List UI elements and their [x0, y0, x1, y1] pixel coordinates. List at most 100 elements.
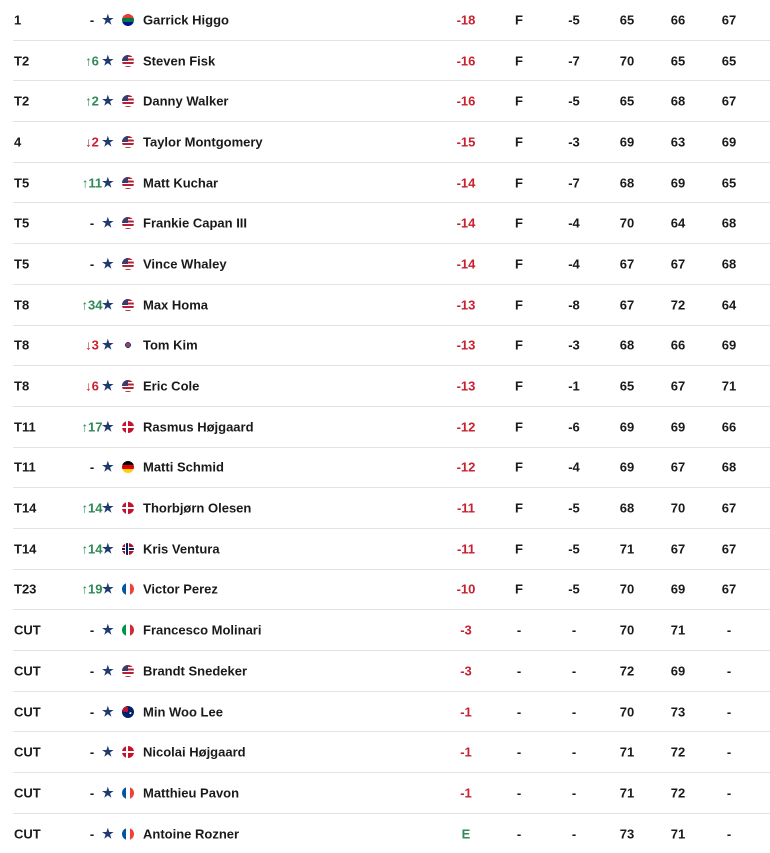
player-name[interactable]: Matthieu Pavon [143, 785, 240, 801]
player-name[interactable]: Garrick Higgo [143, 12, 229, 28]
player-name[interactable]: Rasmus Højgaard [143, 419, 254, 435]
player-name[interactable]: Antoine Rozner [143, 826, 240, 842]
favorite-star-icon[interactable]: ★ [102, 133, 114, 149]
table-row[interactable]: T5 - ★ Vince Whaley -14 F -4 67 67 68 [13, 244, 770, 285]
round-3: 67 [721, 581, 737, 597]
table-row[interactable]: T5 - ★ Frankie Capan III -14 F -4 70 64 … [13, 203, 770, 245]
flag-icon-dk [122, 420, 134, 433]
today-score: -6 [568, 419, 580, 435]
total-score: -15 [456, 134, 476, 150]
today-score: - [571, 744, 577, 760]
table-row[interactable]: CUT - ★ Min Woo Lee -1 - - 70 73 - [13, 692, 770, 733]
round-2: 66 [670, 337, 686, 353]
table-row[interactable]: T14 ↑14 ★ Thorbjørn Olesen -11 F -5 68 7… [13, 488, 770, 529]
player-name[interactable]: Matti Schmid [143, 459, 224, 475]
thru: F [515, 256, 523, 272]
favorite-star-icon[interactable]: ★ [102, 825, 114, 841]
table-row[interactable]: T11 - ★ Matti Schmid -12 F -4 69 67 68 [13, 448, 770, 489]
favorite-star-icon[interactable]: ★ [102, 215, 114, 231]
favorite-star-icon[interactable]: ★ [102, 296, 114, 312]
table-row[interactable]: T14 ↑14 ★ Kris Ventura -11 F -5 71 67 67 [13, 529, 770, 570]
player-name[interactable]: Matt Kuchar [143, 175, 219, 191]
position-move: - [89, 744, 95, 760]
player-name[interactable]: Francesco Molinari [143, 622, 262, 638]
table-row[interactable]: CUT - ★ Matthieu Pavon -1 - - 71 72 - [13, 773, 770, 814]
favorite-star-icon[interactable]: ★ [102, 744, 114, 760]
table-row[interactable]: T5 ↑11 ★ Matt Kuchar -14 F -7 68 69 65 [13, 163, 770, 204]
favorite-star-icon[interactable]: ★ [102, 52, 114, 68]
total-score: -16 [456, 93, 476, 109]
player-name[interactable]: Min Woo Lee [143, 704, 223, 720]
table-row[interactable]: CUT - ★ Francesco Molinari -3 - - 70 71 … [13, 610, 770, 651]
player-name[interactable]: Eric Cole [143, 378, 200, 394]
favorite-star-icon[interactable]: ★ [102, 784, 114, 800]
position: T11 [14, 459, 36, 475]
player-name[interactable]: Brandt Snedeker [143, 663, 248, 679]
favorite-star-icon[interactable]: ★ [102, 459, 114, 475]
position: CUT [14, 704, 41, 720]
player-name[interactable]: Thorbjørn Olesen [143, 500, 252, 516]
table-row[interactable]: T2 ↑6 ★ Steven Fisk -16 F -7 70 65 65 [13, 41, 770, 82]
player-name[interactable]: Frankie Capan III [143, 215, 248, 231]
favorite-star-icon[interactable]: ★ [102, 11, 114, 27]
table-row[interactable]: T8 ↓6 ★ Eric Cole -13 F -1 65 67 71 [13, 366, 770, 407]
round-3: 68 [721, 459, 737, 475]
today-score: -4 [568, 459, 580, 475]
round-2: 65 [670, 53, 686, 69]
player-name[interactable]: Nicolai Højgaard [143, 744, 246, 760]
player-name[interactable]: Steven Fisk [143, 53, 216, 69]
position: T8 [14, 337, 30, 353]
today-score: -1 [568, 378, 580, 394]
player-name[interactable]: Kris Ventura [143, 541, 220, 557]
round-1: 65 [619, 12, 635, 28]
player-name[interactable]: Tom Kim [143, 337, 198, 353]
table-row[interactable]: 1 - ★ Garrick Higgo -18 F -5 65 66 67 [13, 0, 770, 41]
round-1: 67 [619, 297, 635, 313]
favorite-star-icon[interactable]: ★ [102, 337, 114, 353]
favorite-star-icon[interactable]: ★ [102, 93, 114, 109]
round-3: 67 [721, 93, 737, 109]
player-name[interactable]: Danny Walker [143, 93, 229, 109]
favorite-star-icon[interactable]: ★ [102, 703, 114, 719]
table-row[interactable]: T2 ↑2 ★ Danny Walker -16 F -5 65 68 67 [13, 81, 770, 123]
table-row[interactable]: T8 ↑34 ★ Max Homa -13 F -8 67 72 64 [13, 285, 770, 326]
today-score: -5 [568, 581, 580, 597]
favorite-star-icon[interactable]: ★ [102, 418, 114, 434]
player-name[interactable]: Vince Whaley [143, 256, 227, 272]
total-score: -12 [456, 459, 476, 475]
round-2: 67 [670, 256, 686, 272]
table-row[interactable]: 4 ↓2 ★ Taylor Montgomery -15 F -3 69 63 … [13, 122, 770, 163]
favorite-star-icon[interactable]: ★ [102, 662, 114, 678]
round-2: 71 [670, 826, 686, 842]
favorite-star-icon[interactable]: ★ [102, 581, 114, 597]
thru: F [515, 53, 523, 69]
player-name[interactable]: Max Homa [143, 297, 209, 313]
position-move: - [89, 12, 95, 28]
today-score: -5 [568, 541, 580, 557]
table-row[interactable]: T23 ↑19 ★ Victor Perez -10 F -5 70 69 67 [13, 570, 770, 611]
favorite-star-icon[interactable]: ★ [102, 500, 114, 516]
total-score: -13 [456, 378, 476, 394]
table-row[interactable]: T8 ↓3 ★ Tom Kim -13 F -3 68 66 69 [13, 326, 770, 367]
flag-icon-fr [122, 583, 134, 596]
position-move: ↑14 [81, 500, 103, 516]
round-2: 66 [670, 12, 686, 28]
total-score: -11 [456, 541, 476, 557]
position-move: - [89, 459, 95, 475]
round-3: - [726, 663, 732, 679]
favorite-star-icon[interactable]: ★ [102, 378, 114, 394]
table-row[interactable]: CUT - ★ Antoine Rozner E - - 73 71 - [13, 814, 770, 853]
favorite-star-icon[interactable]: ★ [102, 622, 114, 638]
table-row[interactable]: CUT - ★ Nicolai Højgaard -1 - - 71 72 - [13, 732, 770, 774]
round-2: 70 [670, 500, 686, 516]
flag-icon-za [122, 13, 134, 26]
favorite-star-icon[interactable]: ★ [102, 174, 114, 190]
table-row[interactable]: CUT - ★ Brandt Snedeker -3 - - 72 69 - [13, 651, 770, 692]
today-score: -4 [568, 215, 580, 231]
player-name[interactable]: Victor Perez [143, 581, 218, 597]
player-name[interactable]: Taylor Montgomery [143, 134, 263, 150]
favorite-star-icon[interactable]: ★ [102, 255, 114, 271]
flag-icon-de [122, 461, 134, 474]
favorite-star-icon[interactable]: ★ [102, 540, 114, 556]
table-row[interactable]: T11 ↑17 ★ Rasmus Højgaard -12 F -6 69 69… [13, 407, 770, 448]
